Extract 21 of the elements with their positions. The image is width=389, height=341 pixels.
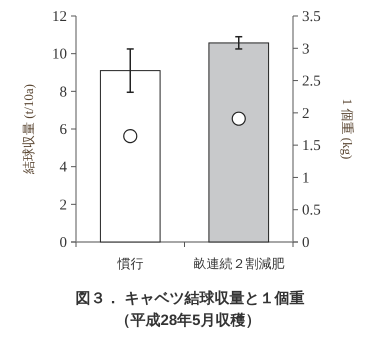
x-tick-label: 慣行 [116, 256, 144, 271]
y2-tick-label: 0 [302, 235, 310, 251]
y2-tick-label: 1 [302, 170, 310, 186]
y-tick-label: 12 [52, 9, 67, 25]
text: （平成28年5月収穫） [115, 312, 261, 329]
y2-tick-label: 3.5 [302, 9, 321, 25]
y2-tick-label: 3 [302, 41, 310, 58]
y2-tick-label: 2.5 [302, 74, 321, 90]
y-tick-label: 8 [60, 84, 67, 100]
y-tick-label: 0 [60, 235, 67, 251]
y-tick-label: 2 [60, 197, 67, 214]
text: 図３． キャベツ結球収量と１個重 [75, 290, 305, 307]
y-tick-label: 10 [52, 46, 67, 63]
y2-tick-label: 1.5 [302, 138, 321, 154]
y2-tick-label: 0.5 [302, 202, 321, 219]
x-tick-label: 畝連続２割減肥 [193, 256, 284, 271]
y2-tick-label: 2 [302, 106, 310, 122]
y2-axis-title: 1 個重 (kg) [340, 98, 355, 160]
y-axis-title: 結球収量 (t/10a) [21, 84, 36, 175]
y-tick-label: 4 [60, 160, 68, 176]
y-tick-label: 6 [60, 122, 68, 138]
